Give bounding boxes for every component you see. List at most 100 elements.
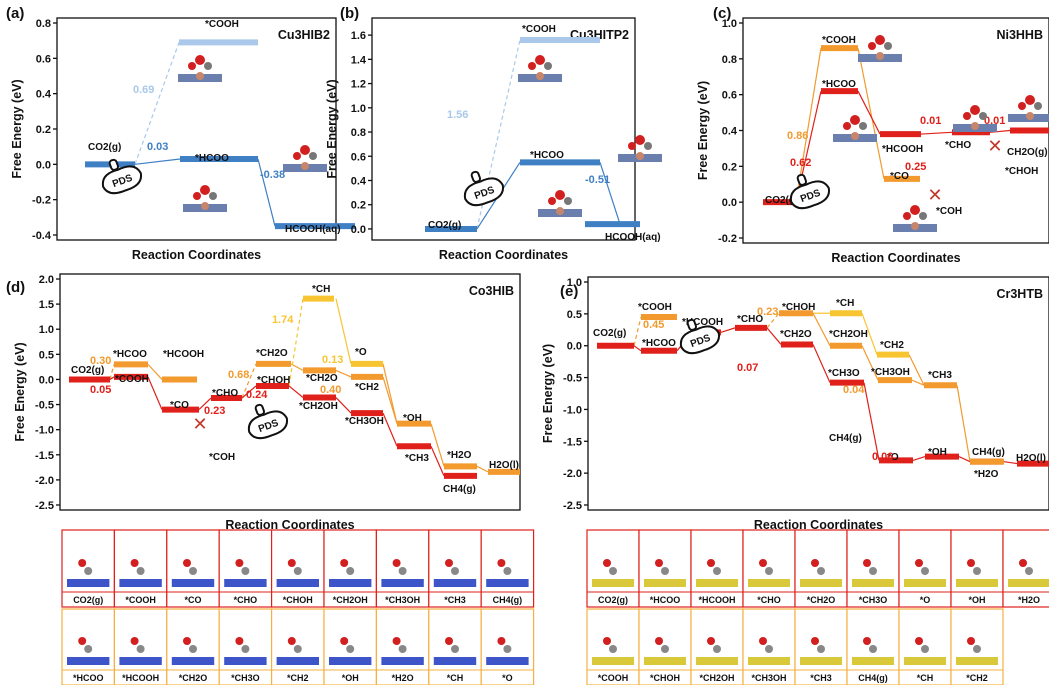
- structure-caption: *CH2OH: [699, 673, 734, 683]
- panel-title: Co3HIB: [469, 284, 514, 298]
- level-label: *HCOO: [195, 153, 229, 164]
- level-label: *CHOH: [782, 302, 815, 313]
- atom-icon: [130, 559, 139, 567]
- level-connector: [1003, 461, 1018, 465]
- step-energy-label: 0.23: [757, 306, 778, 318]
- level-connector: [857, 90, 881, 135]
- level-label: *COOH: [522, 24, 556, 35]
- level-label: *O: [887, 452, 899, 463]
- level-connector: [241, 385, 257, 399]
- step-energy-label: 0.86: [787, 130, 808, 142]
- level-label: *CHOH: [257, 375, 290, 386]
- level-connector: [766, 327, 782, 345]
- panel-1: 0.00.20.40.60.81.01.21.41.6(b)Cu3HITP2Re…: [325, 5, 662, 262]
- x-axis-label: Reaction Coordinates: [132, 248, 261, 262]
- atom-icon: [765, 567, 773, 575]
- level-connector: [599, 162, 621, 225]
- level-label: CO2(g): [593, 328, 626, 339]
- level-connector: [633, 345, 642, 352]
- atom-icon: [183, 559, 191, 567]
- level-label: *OH: [928, 447, 947, 458]
- atom-icon: [811, 637, 819, 645]
- structure-caption: CO2(g): [598, 595, 628, 605]
- level-label: CO2(g): [71, 365, 104, 376]
- surface-sketch: [852, 579, 894, 587]
- structure-caption: *H2O: [1018, 595, 1040, 605]
- atom-icon: [183, 637, 191, 645]
- structure-caption: *CH2O: [179, 673, 208, 683]
- surface-sketch: [956, 579, 998, 587]
- level-label: *COOH: [822, 35, 856, 46]
- y-axis-label: Free Energy (eV): [696, 81, 710, 180]
- structure-caption: *O: [502, 673, 513, 683]
- level-label: CH2O(g): [1007, 147, 1048, 158]
- level-label: *H2O: [447, 450, 472, 461]
- atom-icon: [451, 567, 459, 575]
- surface-sketch: [276, 579, 319, 587]
- level-label: *CH2O: [256, 348, 288, 359]
- level-label: *H2O: [974, 469, 999, 480]
- surface-sketch: [224, 579, 267, 587]
- y-tick-label: 0.2: [36, 124, 51, 136]
- atom-icon: [136, 567, 145, 575]
- structure-icon: [953, 105, 997, 132]
- level-connector: [109, 376, 115, 380]
- level-label: CO2(g): [428, 220, 461, 231]
- structure-caption: *HCOO: [650, 595, 681, 605]
- blocked-intermediate-label: *COH: [936, 206, 962, 217]
- step-energy-label: 0.04: [843, 384, 865, 396]
- step-energy-label: 0.40: [320, 384, 341, 396]
- structure-caption: CH4(g): [493, 595, 523, 605]
- y-tick-label: 2.0: [39, 274, 54, 286]
- level-connector: [633, 316, 642, 346]
- atom-icon: [603, 637, 611, 645]
- level-connector: [812, 312, 831, 346]
- pds-icon: PDS: [679, 318, 721, 355]
- y-axis-label: Free Energy (eV): [325, 79, 339, 178]
- atom-icon: [661, 645, 669, 653]
- level-connector: [812, 344, 831, 383]
- level-connector: [109, 364, 115, 380]
- level-label: *CH3OH: [345, 416, 384, 427]
- atom-icon: [78, 637, 87, 645]
- atom-icon: [445, 559, 453, 567]
- atom-icon: [235, 637, 244, 645]
- level-connector: [335, 397, 352, 414]
- level-connector: [382, 363, 398, 424]
- structure-caption: *CH3: [444, 595, 466, 605]
- y-tick-label: 0.0: [39, 374, 54, 386]
- surface-sketch: [748, 579, 790, 587]
- atom-icon: [713, 567, 721, 575]
- level-connector: [956, 385, 971, 462]
- y-tick-label: 0.0: [722, 197, 737, 209]
- structure-icon: [178, 55, 222, 82]
- structure-caption: *OH: [968, 595, 985, 605]
- atom-icon: [130, 637, 139, 645]
- level-label: *HCOO: [822, 79, 856, 90]
- blocked-cross-icon: ✕: [987, 136, 1002, 157]
- level-connector: [335, 369, 352, 378]
- structure-caption: *HCOOH: [122, 673, 159, 683]
- pds-handle: [686, 318, 697, 331]
- panel-title: Cu3HIB2: [278, 28, 330, 42]
- y-tick-label: 0.4: [351, 175, 367, 187]
- atom-icon: [759, 559, 767, 567]
- x-axis-label: Reaction Coordinates: [831, 251, 960, 265]
- atom-icon: [609, 567, 617, 575]
- surface-sketch: [592, 657, 634, 665]
- structure-icon: [833, 115, 877, 142]
- surface-sketch: [1008, 579, 1049, 587]
- y-tick-label: 0.6: [36, 53, 51, 65]
- panel-tag: (d): [6, 279, 25, 296]
- pds-handle: [108, 158, 119, 171]
- step-energy-label: -0.38: [260, 169, 285, 181]
- y-tick-label: -2.0: [35, 475, 54, 487]
- y-tick-label: 1.5: [39, 299, 54, 311]
- level-label: *CHO: [737, 314, 763, 325]
- surface-sketch: [800, 579, 842, 587]
- y-tick-label: -0.4: [32, 230, 52, 242]
- surface-sketch: [67, 579, 110, 587]
- surface-sketch: [644, 579, 686, 587]
- structure-icon: [283, 145, 327, 172]
- structure-icon: [893, 205, 937, 232]
